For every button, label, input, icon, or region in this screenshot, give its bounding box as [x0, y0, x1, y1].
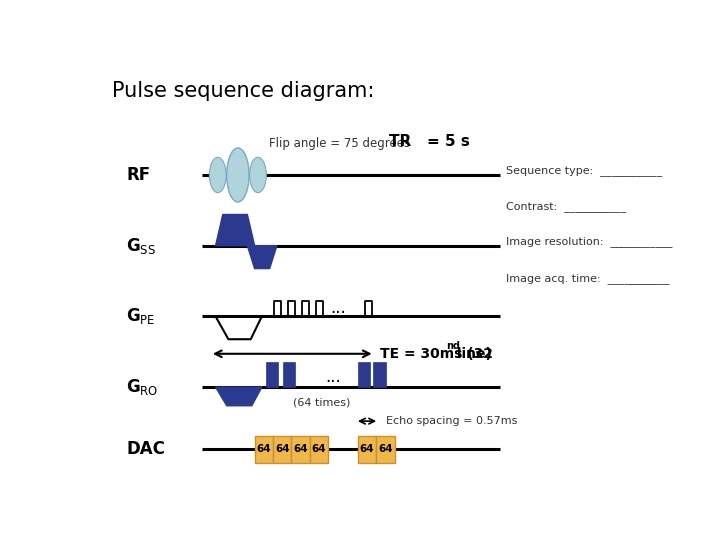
FancyBboxPatch shape — [255, 436, 273, 463]
Text: Contrast:  ___________: Contrast: ___________ — [505, 201, 626, 212]
FancyBboxPatch shape — [358, 436, 377, 463]
Text: TE = 30ms (32: TE = 30ms (32 — [380, 347, 493, 361]
Text: 64: 64 — [275, 444, 289, 455]
Ellipse shape — [227, 148, 249, 202]
Text: Sequence type:  ___________: Sequence type: ___________ — [505, 165, 662, 176]
Text: RF: RF — [126, 166, 150, 184]
Text: G$_{\mathsf{SS}}$: G$_{\mathsf{SS}}$ — [126, 235, 156, 255]
Text: line): line) — [451, 347, 492, 361]
Text: G$_{\mathsf{PE}}$: G$_{\mathsf{PE}}$ — [126, 306, 156, 326]
Polygon shape — [282, 362, 294, 387]
Polygon shape — [215, 214, 255, 246]
Text: Pulse sequence diagram:: Pulse sequence diagram: — [112, 82, 374, 102]
Text: Image acq. time:  ___________: Image acq. time: ___________ — [505, 273, 669, 285]
FancyBboxPatch shape — [377, 436, 395, 463]
Text: 64: 64 — [378, 444, 393, 455]
Polygon shape — [215, 387, 262, 406]
Text: 64: 64 — [312, 444, 326, 455]
Text: nd: nd — [446, 341, 460, 352]
Text: 64: 64 — [293, 444, 308, 455]
Text: ...: ... — [330, 299, 346, 317]
FancyBboxPatch shape — [310, 436, 328, 463]
Polygon shape — [374, 362, 386, 387]
Ellipse shape — [250, 157, 266, 193]
Text: DAC: DAC — [126, 441, 165, 458]
Text: ...: ... — [325, 368, 341, 386]
Text: Echo spacing = 0.57ms: Echo spacing = 0.57ms — [386, 416, 517, 426]
Text: Flip angle = 75 degrees: Flip angle = 75 degrees — [269, 137, 410, 150]
FancyBboxPatch shape — [292, 436, 310, 463]
Text: Image resolution:  ___________: Image resolution: ___________ — [505, 236, 672, 247]
Text: (64 times): (64 times) — [293, 397, 350, 408]
Text: TR   = 5 s: TR = 5 s — [389, 134, 469, 149]
Text: G$_{\mathsf{RO}}$: G$_{\mathsf{RO}}$ — [126, 377, 158, 397]
Ellipse shape — [210, 157, 226, 193]
Polygon shape — [266, 362, 278, 387]
Polygon shape — [248, 246, 277, 268]
Polygon shape — [358, 362, 370, 387]
Text: 64: 64 — [256, 444, 271, 455]
Text: 64: 64 — [360, 444, 374, 455]
FancyBboxPatch shape — [273, 436, 292, 463]
